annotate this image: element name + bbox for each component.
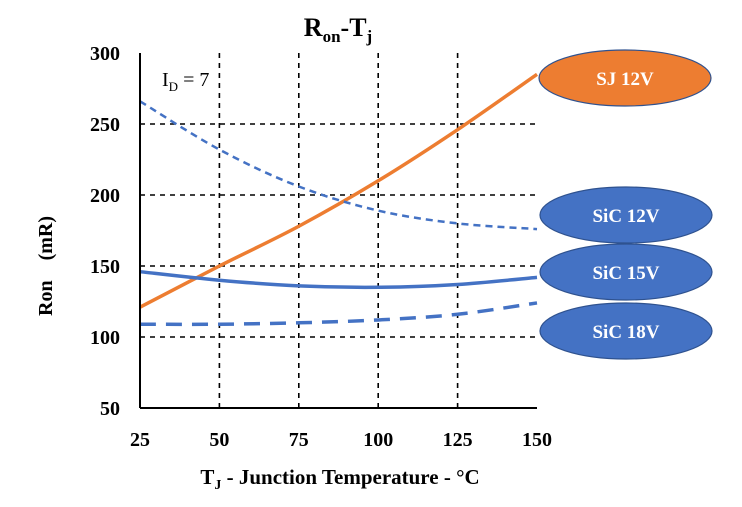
series-layer	[139, 72, 539, 327]
x-tick-label-2: 75	[289, 429, 309, 451]
legend-item-sic-15v: SiC 15V	[539, 243, 713, 301]
y-tick-label-2: 150	[90, 256, 120, 278]
annotation-id: ID = 7	[162, 69, 209, 94]
legend-label: SiC 12V	[592, 206, 659, 227]
y-tick-label-5: 300	[90, 43, 120, 65]
x-tick-label-4: 125	[443, 429, 473, 451]
legend-item-sic-12v: SiC 12V	[539, 186, 713, 244]
x-axis-label: TJ - Junction Temperature - °C	[200, 465, 479, 493]
legend-item-sj-12v: SJ 12V	[538, 49, 712, 107]
series-line-sic-15v	[139, 269, 538, 290]
legend-label: SiC 15V	[592, 263, 659, 284]
legend-item-sic-18v: SiC 18V	[539, 302, 713, 360]
legend-label: SJ 12V	[596, 69, 654, 90]
x-tick-label-1: 50	[209, 429, 229, 451]
legend-label: SiC 18V	[592, 322, 659, 343]
grid-lines	[140, 53, 537, 408]
y-tick-label-0: 50	[100, 398, 120, 420]
x-tick-label-0: 25	[130, 429, 150, 451]
axes	[139, 53, 537, 409]
legend-oval	[539, 243, 713, 301]
legend-oval	[539, 186, 713, 244]
series-line-sic-12v	[139, 100, 538, 231]
x-tick-label-5: 150	[522, 429, 552, 451]
chart-title: Ron-Tj	[304, 13, 372, 46]
series-line-sic-18v	[139, 301, 538, 327]
tick-labels: 25 50 75 100 125 150 50 100 150 200 250 300	[90, 43, 552, 451]
y-axis-label: Ron (mR)	[35, 216, 57, 316]
x-tick-label-3: 100	[363, 429, 393, 451]
legend-oval	[539, 302, 713, 360]
y-tick-label-1: 100	[90, 327, 120, 349]
series-line-sj-12v	[139, 72, 539, 309]
y-tick-label-3: 200	[90, 185, 120, 207]
legend-oval	[538, 49, 712, 107]
y-tick-label-4: 250	[90, 114, 120, 136]
legend: SJ 12V SiC 12V SiC 15V SiC 18V	[538, 49, 713, 360]
